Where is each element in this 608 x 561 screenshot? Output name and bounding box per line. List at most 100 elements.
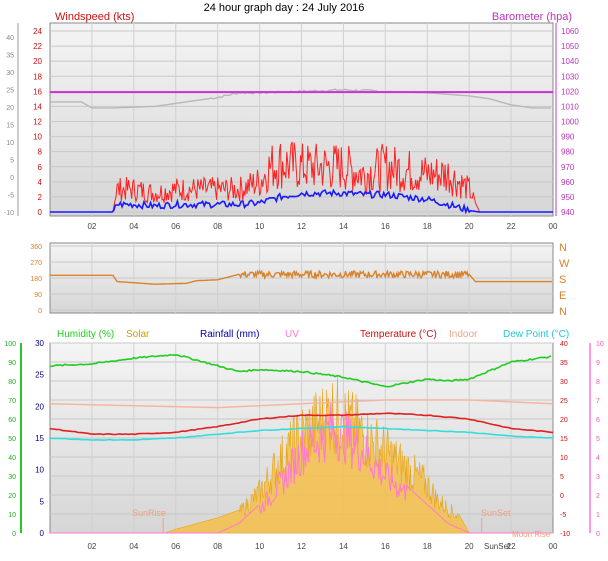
baro-tick-label: 950: [561, 193, 575, 202]
wind-outer-left-ticks: 40 35 30 25 20 15 10 5 0 -5 -10: [4, 23, 19, 217]
x-tick-label: 14: [339, 222, 348, 231]
x-tick-label: 02: [87, 542, 96, 551]
x-tick-label: 04: [129, 542, 138, 551]
wind-tick-label: 20: [33, 57, 42, 66]
wind-gridlines: [50, 23, 553, 216]
uv-tick-label: 1: [596, 512, 600, 519]
direction-left-ticks: 360 270 180 90 0: [30, 244, 42, 315]
rainfall-tick-label: 10: [35, 466, 44, 475]
baro-tick-label: 940: [561, 208, 575, 217]
x-tick-label: 04: [129, 222, 138, 231]
climate-x-labels: 02 04 06 08 10 12 14 16 18 20 22 00: [87, 542, 558, 551]
barometer-right-ticks: 1060 1050 1040 1030 1020 1010 1000 990 980 970 960…: [555, 23, 579, 217]
wind-series: [50, 88, 553, 215]
wind-axis-title: Windspeed (kts): [55, 11, 134, 23]
direction-tick-label: 360: [30, 244, 42, 251]
climate-series: [49, 353, 554, 534]
rainfall-tick-label: 20: [35, 402, 44, 411]
humidity-tick-label: 40: [8, 455, 16, 462]
temperature-tick-label: 20: [560, 417, 568, 424]
outer-tick-label: 0: [10, 175, 14, 182]
wind-panel: Windspeed (kts) Barometer (hpa) 24222018…: [4, 11, 579, 231]
moonrise-label: Moon Rise: [512, 530, 551, 539]
x-tick-label: 14: [339, 542, 348, 551]
outer-tick-label: -5: [8, 193, 14, 200]
baro-tick-label: 980: [561, 148, 575, 157]
uv-tick-label: 2: [596, 493, 600, 500]
chart-title: 24 hour graph day : 24 July 2016: [204, 2, 365, 14]
rainfall-tick-label: 15: [35, 434, 44, 443]
outer-tick-label: 40: [6, 35, 14, 42]
temperature-tick-label: 25: [560, 398, 568, 405]
uv-tick-label: 4: [596, 455, 600, 462]
humidity-tick-label: 70: [8, 398, 16, 405]
wind-tick-label: 24: [33, 27, 42, 36]
x-tick-label: 18: [423, 542, 432, 551]
uv-tick-label: 7: [596, 398, 600, 405]
wind-tick-label: 18: [33, 72, 42, 81]
baro-tick-label: 1010: [561, 102, 579, 111]
x-tick-label: 20: [465, 222, 474, 231]
x-tick-label: 00: [549, 222, 558, 231]
outer-tick-label: 15: [6, 123, 14, 130]
humidity-tick-label: 30: [8, 474, 16, 481]
wind-tick-label: 0: [38, 208, 43, 217]
indoor-line: [49, 399, 554, 409]
baro-tick-label: 1050: [561, 42, 579, 51]
legend-entry: Solar: [126, 329, 150, 340]
wind-x-labels: 02 04 06 08 10 12 14 16 18 20 22 00: [87, 222, 558, 231]
temperature-tick-label: 40: [560, 341, 568, 348]
temperature-tick-label: 5: [560, 474, 564, 481]
humidity-tick-label: 50: [8, 436, 16, 443]
humidity-tick-label: 100: [4, 341, 16, 348]
baro-tick-label: 1040: [561, 57, 579, 66]
compass-label: W: [559, 258, 570, 270]
x-tick-label: 20: [465, 542, 474, 551]
uv-tick-label: 6: [596, 417, 600, 424]
outer-tick-label: 5: [10, 158, 14, 165]
rainfall-tick-label: 25: [35, 371, 44, 380]
sunset-axis-label: SunSet: [484, 542, 511, 551]
humidity-tick-label: 10: [8, 512, 16, 519]
x-tick-label: 02: [87, 222, 96, 231]
uv-tick-label: 8: [596, 379, 600, 386]
uv-line: [50, 401, 552, 534]
outer-tick-label: 20: [6, 105, 14, 112]
rainfall-tick-label: 30: [35, 339, 44, 348]
sunrise-label: SunRise: [132, 508, 166, 518]
direction-tick-label: 90: [34, 292, 42, 299]
x-tick-label: 18: [423, 222, 432, 231]
rainfall-tick-label: 0: [40, 529, 45, 538]
compass-label: E: [559, 290, 566, 302]
temperature-tick-label: 35: [560, 360, 568, 367]
legend-entry: UV: [285, 329, 299, 340]
sunset-label: SunSet: [481, 508, 511, 518]
baro-tick-label: 970: [561, 163, 575, 172]
temperature-tick-label: -5: [560, 512, 566, 519]
compass-label: S: [559, 274, 566, 286]
wind-tick-label: 4: [38, 178, 43, 187]
temperature-tick-label: -10: [560, 531, 570, 538]
legend-entry: Rainfall (mm): [200, 329, 259, 340]
compass-label: N: [559, 306, 567, 318]
wind-tick-label: 2: [38, 193, 43, 202]
humidity-tick-label: 80: [8, 379, 16, 386]
direction-tick-label: 270: [30, 260, 42, 267]
direction-tick-label: 0: [38, 308, 42, 315]
wind-tick-label: 22: [33, 42, 42, 51]
direction-line: [50, 269, 552, 285]
climate-legend: Humidity (%) Solar Rainfall (mm) UV Temperat…: [57, 329, 569, 340]
x-tick-label: 08: [213, 542, 222, 551]
baro-tick-label: 1060: [561, 27, 579, 36]
outer-tick-label: 35: [6, 53, 14, 60]
baro-tick-label: 1030: [561, 72, 579, 81]
wind-gust-line: [50, 141, 552, 213]
humidity-line: [50, 353, 552, 388]
legend-entry: Dew Point (°C): [503, 329, 569, 340]
uv-tick-label: 3: [596, 474, 600, 481]
